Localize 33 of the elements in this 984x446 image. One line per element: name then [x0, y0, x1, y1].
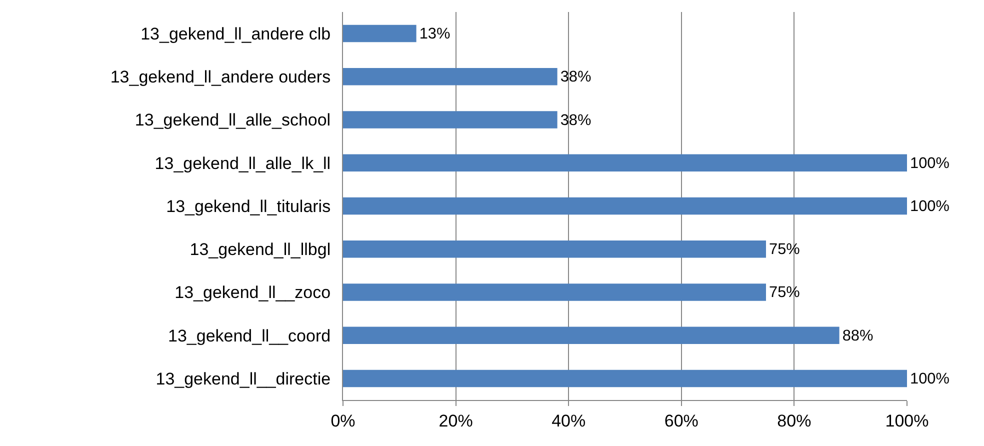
- x-tick-label: 0%: [330, 411, 356, 430]
- bar: [343, 111, 558, 128]
- x-tick-label: 100%: [885, 411, 929, 430]
- data-label: 100%: [910, 370, 950, 388]
- y-tick-label: 13_gekend_ll_andere clb: [140, 24, 331, 44]
- bar: [343, 68, 558, 86]
- x-tick-label: 60%: [664, 411, 698, 430]
- data-label: 88%: [842, 327, 874, 344]
- bar: [343, 197, 907, 215]
- bar: [343, 154, 907, 172]
- bar: [343, 326, 840, 344]
- x-tick-label: 80%: [777, 411, 812, 430]
- x-tick-label: 40%: [552, 411, 586, 430]
- y-tick-label: 13_gekend_ll__directie: [156, 369, 331, 388]
- y-tick-label: 13_gekend_ll_andere ouders: [110, 68, 331, 87]
- data-label: 100%: [910, 154, 950, 172]
- data-label: 13%: [419, 26, 450, 43]
- data-label: 100%: [910, 198, 950, 215]
- data-label: 75%: [769, 284, 800, 302]
- bar: [343, 284, 766, 301]
- data-label: 75%: [769, 241, 800, 258]
- y-tick-label: 13_gekend_ll_titularis: [166, 196, 331, 216]
- data-label: 38%: [560, 112, 592, 129]
- bar: [343, 240, 766, 258]
- data-label: 38%: [560, 68, 592, 86]
- bar: [343, 24, 416, 42]
- y-tick-label: 13_gekend_ll__coord: [168, 326, 331, 346]
- y-tick-label: 13_gekend_ll_llbgl: [190, 240, 331, 260]
- y-tick-label: 13_gekend_ll_alle_lk_ll: [154, 154, 331, 173]
- y-tick-label: 13_gekend_ll__zoco: [174, 283, 331, 302]
- y-tick-label: 13_gekend_ll_alle_school: [134, 110, 331, 130]
- x-tick-label: 20%: [438, 411, 473, 430]
- bar: [343, 370, 907, 388]
